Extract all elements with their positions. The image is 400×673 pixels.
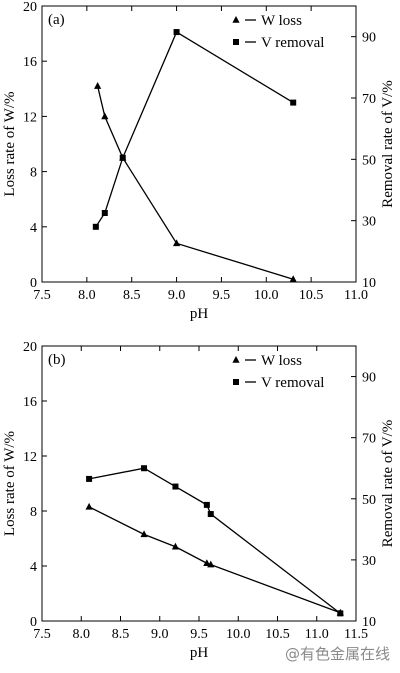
chart-panel-2: 7.5 8.0 8.5 9.0 9.5 10.0 10.5 11.0 11.5 0 4 8 12 16 20… [2, 340, 396, 661]
panel-label: (b) [48, 352, 66, 368]
plot-frame [41, 5, 357, 283]
y-tick-label: 4 [30, 221, 37, 236]
x-tick-label: 8.0 [78, 288, 96, 303]
data-point-square [173, 29, 180, 36]
y2-tick-label: 30 [362, 554, 376, 569]
y2-tick-label: 10 [362, 276, 376, 291]
legend-label: W loss [261, 13, 302, 29]
series-line-triangle [88, 506, 341, 614]
y-tick-label: 0 [30, 276, 37, 291]
data-point-square [203, 501, 210, 508]
series-line-square [88, 467, 341, 614]
x-tick-label: 9.5 [213, 288, 231, 303]
x-tick-label: 11.0 [344, 288, 368, 303]
x-axis-label: pH [190, 306, 209, 322]
x-tick-label: 10.5 [265, 627, 290, 642]
x-tick-label: 7.5 [33, 288, 51, 303]
y-tick-label: 4 [30, 560, 37, 575]
x-tick-label: 9.5 [190, 627, 208, 642]
data-point-square [290, 99, 297, 106]
y-tick-label: 0 [30, 615, 37, 630]
x-axis-label: pH [190, 645, 209, 661]
data-point-square [172, 483, 179, 490]
data-point-square [92, 223, 99, 230]
panel-label: (a) [48, 12, 65, 28]
x-tick-label: 10.0 [254, 288, 279, 303]
legend-marker-square [233, 379, 239, 385]
y-tick-label: 8 [30, 166, 37, 181]
legend-label: V removal [261, 35, 324, 51]
y2-tick-label: 10 [362, 615, 376, 630]
x-tick-label: 10.0 [226, 627, 251, 642]
x-tick-label: 9.0 [151, 627, 169, 642]
legend-marker-triangle [232, 356, 240, 363]
data-point-square [101, 210, 108, 216]
data-point-triangle [94, 82, 102, 89]
y2-tick-label: 50 [362, 153, 376, 168]
x-tick-label: 8.0 [73, 627, 91, 642]
data-point-triangle [101, 112, 109, 120]
y2-axis-label: Removal rate of V/% [380, 420, 396, 548]
data-point-triangle [172, 239, 181, 247]
x-tick-label: 7.5 [33, 627, 51, 642]
y-tick-label: 12 [23, 450, 37, 465]
y-tick-label: 20 [23, 340, 37, 355]
y2-tick-label: 30 [362, 215, 376, 230]
x-tick-label: 9.0 [168, 288, 186, 303]
data-point-triangle [85, 502, 93, 510]
y2-tick-label: 70 [362, 432, 376, 447]
x-tick-label: 10.5 [299, 288, 324, 303]
watermark: @有色金属在线 [284, 645, 390, 663]
y2-axis-label: Removal rate of V/% [380, 80, 396, 208]
x-tick-label: 8.5 [112, 627, 130, 642]
y2-tick-label: 70 [362, 92, 376, 107]
data-point-triangle [171, 542, 180, 550]
series-line-square [95, 31, 294, 228]
y-axis-label: Loss rate of W/% [2, 91, 18, 196]
data-point-triangle [289, 275, 297, 283]
legend-label: V removal [261, 375, 324, 391]
x-tick-label: 11.0 [305, 627, 329, 642]
y-tick-label: 8 [30, 505, 37, 520]
data-point-square [141, 465, 148, 472]
data-point-triangle [140, 530, 148, 538]
y2-tick-label: 50 [362, 493, 376, 508]
data-point-triangle [203, 559, 211, 567]
y2-tick-label: 90 [362, 371, 376, 386]
y-tick-label: 16 [23, 55, 37, 70]
data-point-square [119, 154, 126, 161]
y-axis-label: Loss rate of W/% [2, 431, 18, 536]
data-point-square [207, 511, 214, 518]
series-line-triangle [96, 85, 294, 280]
legend-marker-triangle [232, 16, 240, 23]
y-tick-label: 16 [23, 395, 37, 410]
chart-panel-1: 7.5 8.0 8.5 9.0 9.5 10.0 10.5 11.0 0 4 8 12 16 20 10 30… [2, 0, 396, 322]
x-tick-label: 8.5 [123, 288, 141, 303]
y-tick-label: 12 [23, 110, 37, 125]
data-point-square [86, 475, 93, 482]
x-tick-label: 11.5 [344, 627, 368, 642]
y-tick-label: 20 [23, 0, 37, 15]
data-point-square [337, 610, 344, 617]
y2-tick-label: 90 [362, 31, 376, 46]
legend-marker-square [233, 39, 239, 45]
data-point-triangle [207, 560, 215, 568]
legend-label: W loss [261, 353, 302, 369]
